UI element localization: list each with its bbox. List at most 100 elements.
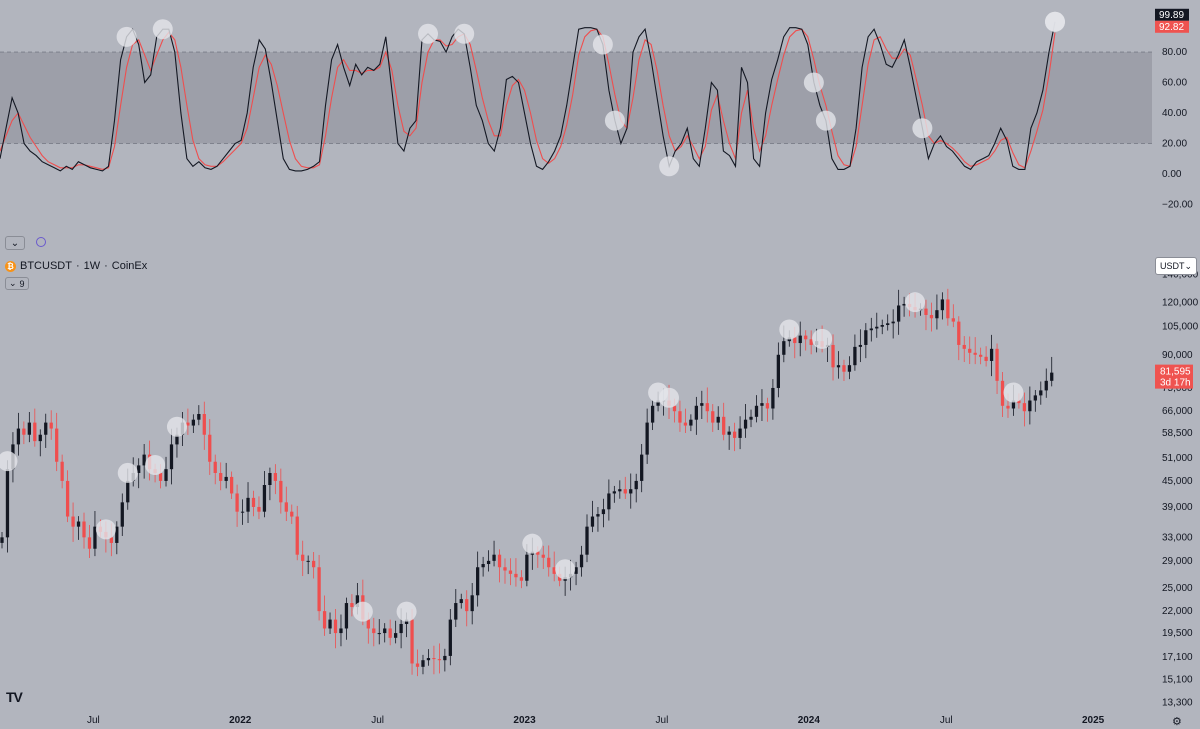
candle-body-17	[93, 526, 97, 549]
candle-body-110	[601, 509, 606, 515]
candle-body-30	[164, 469, 168, 481]
candle-body-98	[536, 551, 540, 555]
candle-body-9	[49, 422, 53, 429]
candle-body-55	[301, 554, 305, 561]
osc-highlight-marker-0	[116, 26, 137, 47]
chevron-down-icon: ⌄	[10, 237, 20, 249]
candle-body-36	[197, 413, 201, 420]
candle-body-185	[1011, 400, 1016, 409]
candle-body-124	[678, 411, 682, 423]
candle-body-117	[640, 454, 644, 481]
candle-body-16	[87, 537, 92, 549]
candle-body-147	[804, 335, 808, 340]
osc-highlight-marker-4	[592, 34, 613, 55]
osc-tick-label-3: 40.00	[1162, 108, 1187, 119]
time-tick-label-3: 2023	[513, 715, 536, 726]
candle-body-25	[137, 465, 141, 474]
time-tick-label-1: 2022	[229, 715, 252, 726]
indicator-count-toggle[interactable]: ⌄ 9	[5, 277, 29, 290]
candle-body-132	[722, 416, 726, 435]
candle-body-29	[158, 473, 163, 481]
candle-body-179	[979, 354, 983, 357]
candle-body-13	[71, 516, 75, 527]
candle-body-7	[38, 434, 42, 442]
osc-highlight-marker-last	[1045, 11, 1065, 32]
candle-body-92	[503, 567, 507, 571]
candle-body-0	[0, 537, 4, 543]
candle-body-34	[186, 422, 190, 426]
price-tick-label-2: 17,100	[1162, 652, 1193, 663]
price-tick-label-14: 90,000	[1162, 350, 1193, 361]
candle-body-64	[350, 603, 354, 608]
price-highlight-marker-7	[522, 533, 543, 554]
candle-body-101	[552, 567, 556, 574]
bitcoin-icon: ₿	[5, 260, 16, 272]
candle-body-61	[333, 619, 338, 634]
candle-body-180	[984, 356, 988, 361]
candle-body-113	[618, 489, 622, 492]
candle-body-65	[355, 595, 360, 608]
candle-body-146	[798, 335, 802, 344]
legend-separator-2: ·	[104, 260, 108, 272]
candle-body-10	[55, 428, 59, 462]
candle-body-188	[1028, 400, 1032, 412]
osc-tick-label-2: 20.00	[1162, 138, 1187, 149]
price-tick-label-16: 120,000	[1162, 297, 1199, 308]
candle-body-85	[465, 599, 469, 612]
candle-body-145	[793, 337, 797, 344]
candle-body-78	[426, 658, 431, 661]
currency-dropdown[interactable]: USDT ⌄	[1155, 257, 1197, 275]
price-highlight-marker-14	[1003, 382, 1024, 403]
time-tick-label-5: 2024	[798, 715, 821, 726]
symbol-legend[interactable]: ₿ BTCUSDT · 1W · CoinEx	[5, 260, 147, 272]
candle-body-192	[1050, 372, 1054, 381]
k-value-tag-bg	[1155, 8, 1189, 21]
candle-body-174	[951, 318, 955, 322]
price-highlight-marker-4	[166, 416, 187, 437]
price-tick-label-10: 51,000	[1162, 453, 1193, 464]
candle-body-139	[760, 403, 764, 406]
stochastic-oscillator-pane	[0, 11, 1152, 177]
price-highlight-marker-0	[0, 451, 18, 472]
candle-body-172	[940, 299, 945, 311]
price-axis: −20.00 0.00 20.00 40.00 60.00 80.00 99.8992.82…	[1155, 8, 1199, 709]
gear-icon[interactable]: ⚙	[1172, 716, 1182, 728]
candle-body-176	[962, 344, 966, 349]
candle-body-62	[339, 628, 343, 634]
candle-body-182	[995, 348, 999, 381]
candle-body-75	[410, 619, 414, 664]
candle-body-158	[864, 330, 868, 345]
time-axis[interactable]: Jul2022Jul2023Jul2024Jul2025Jul2026Jul	[87, 715, 1200, 726]
candle-body-87	[476, 567, 480, 596]
candle-body-131	[716, 416, 720, 423]
time-tick-label-4: Jul	[656, 715, 669, 726]
candle-body-105	[574, 567, 578, 574]
price-highlight-marker-5	[352, 601, 373, 622]
candle-body-45	[246, 497, 250, 512]
candle-body-20	[109, 537, 113, 543]
price-tick-label-12: 66,000	[1162, 406, 1193, 417]
candle-body-26	[142, 454, 146, 466]
price-tick-label-5: 25,000	[1162, 583, 1193, 594]
candle-body-8	[44, 422, 48, 435]
candle-body-164	[896, 305, 901, 322]
candle-body-138	[754, 405, 759, 417]
candle-body-159	[869, 328, 873, 331]
d-value-tag-bg	[1155, 20, 1189, 33]
chevron-down-icon: ⌄	[9, 278, 17, 288]
candle-body-40	[219, 473, 223, 481]
price-highlight-marker-12	[812, 328, 833, 349]
candle-body-136	[743, 419, 748, 429]
collapse-pane-button[interactable]: ⌄	[5, 236, 25, 250]
candle-body-186	[1017, 400, 1021, 404]
candle-body-170	[929, 314, 934, 319]
osc-tick-label-0: −20.00	[1162, 199, 1193, 210]
candle-body-22	[120, 502, 124, 527]
candle-body-51	[279, 480, 283, 503]
candle-body-116	[634, 480, 638, 490]
candle-body-39	[213, 461, 217, 474]
candle-body-35	[191, 419, 195, 426]
candle-body-15	[82, 521, 86, 538]
tradingview-logo: TV	[6, 689, 23, 705]
